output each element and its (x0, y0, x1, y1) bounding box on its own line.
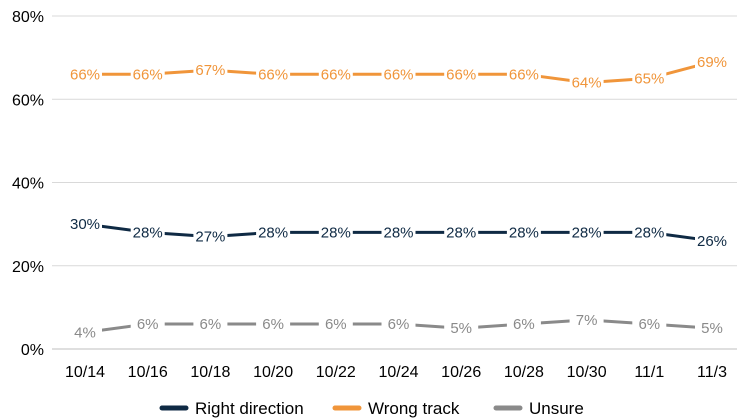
data-label: 65% (634, 70, 664, 87)
data-label-bg (506, 64, 541, 84)
x-tick-label: 10/28 (504, 364, 544, 381)
data-label: 28% (634, 224, 664, 241)
x-tick-label: 10/20 (253, 364, 293, 381)
data-label: 26% (697, 233, 727, 250)
data-label: 28% (258, 224, 288, 241)
data-label: 28% (383, 224, 413, 241)
legend-label-unsure: Unsure (529, 399, 584, 418)
data-label-bg (130, 222, 165, 242)
data-label-bg (256, 222, 291, 242)
legend: Right direction Wrong track Unsure (159, 399, 584, 418)
data-label: 7% (576, 312, 598, 329)
data-label-bg (569, 222, 604, 242)
data-label: 64% (572, 75, 602, 92)
data-label: 66% (446, 66, 476, 83)
data-label-bg (632, 314, 667, 334)
data-label: 6% (200, 316, 222, 333)
x-tick-label: 11/1 (634, 364, 664, 381)
data-label: 6% (325, 316, 347, 333)
data-label: 5% (450, 320, 472, 337)
data-label-bg (318, 222, 353, 242)
data-label-bg (381, 222, 416, 242)
data-label-bg (695, 318, 729, 338)
data-label: 69% (697, 54, 727, 71)
x-tick-label: 10/22 (316, 364, 356, 381)
legend-label-wrong-track: Wrong track (368, 399, 460, 418)
x-tick-label: 10/16 (128, 364, 168, 381)
data-label-bg (506, 222, 541, 242)
data-label-bg (444, 318, 479, 338)
data-label: 6% (137, 316, 159, 333)
data-label-bg (318, 314, 353, 334)
data-label-bg (695, 51, 729, 71)
data-label: 66% (509, 66, 539, 83)
data-label-bg (193, 226, 228, 246)
series-lines (83, 60, 714, 334)
data-label-bg (318, 64, 353, 84)
data-label-bg (130, 314, 165, 334)
data-label-bg (381, 64, 416, 84)
y-tick-label: 40% (12, 176, 44, 193)
data-label: 28% (509, 224, 539, 241)
data-label-bg (130, 64, 165, 84)
data-label: 66% (383, 66, 413, 83)
data-label-bg (256, 64, 291, 84)
data-label: 30% (70, 216, 100, 233)
data-label: 67% (195, 62, 225, 79)
x-axis-ticks: 10/14 10/16 10/18 10/20 10/22 10/24 10/26 10/28… (65, 364, 727, 381)
data-label: 66% (321, 66, 351, 83)
data-label-bg (695, 230, 729, 250)
y-tick-label: 0% (21, 342, 44, 359)
grid-lines (52, 15, 737, 350)
data-label-bg (68, 322, 102, 342)
data-label-bg (193, 60, 228, 80)
data-label-bg (193, 314, 228, 334)
data-label-bg (68, 214, 102, 234)
data-label-bg (569, 309, 604, 329)
data-label: 6% (388, 316, 410, 333)
data-label-bg (444, 222, 479, 242)
data-label: 66% (70, 66, 100, 83)
data-label: 28% (572, 224, 602, 241)
y-tick-label: 60% (12, 92, 44, 109)
data-label: 6% (262, 316, 284, 333)
data-label-bg (444, 64, 479, 84)
y-tick-label: 20% (12, 259, 44, 276)
data-label-bg (381, 314, 416, 334)
x-tick-label: 10/26 (441, 364, 481, 381)
data-label: 66% (133, 66, 163, 83)
data-label: 28% (446, 224, 476, 241)
data-label: 6% (513, 316, 535, 333)
data-label-bg (68, 64, 102, 84)
data-label-bg (632, 222, 667, 242)
data-label-bg (256, 314, 291, 334)
data-label: 66% (258, 66, 288, 83)
y-tick-label: 80% (12, 9, 44, 26)
data-label: 6% (638, 316, 660, 333)
y-axis-ticks: 0% 20% 40% 60% 80% (12, 9, 44, 359)
x-tick-label: 10/18 (190, 364, 230, 381)
data-label: 4% (74, 324, 96, 341)
legend-label-right-direction: Right direction (195, 399, 304, 418)
x-tick-label: 10/30 (567, 364, 607, 381)
data-label: 28% (133, 224, 163, 241)
data-label-bg (632, 68, 667, 88)
x-tick-label: 10/14 (65, 364, 105, 381)
x-tick-label: 11/3 (697, 364, 727, 381)
data-label: 28% (321, 224, 351, 241)
data-label: 27% (195, 229, 225, 246)
data-label-bg (506, 314, 541, 334)
data-labels: 30% 28% 27% 28% 28% 28% 28% 28% 28% 28% 26% 66% 66% 6… (68, 51, 729, 342)
data-label: 5% (701, 320, 723, 337)
data-label-bg (569, 72, 604, 92)
x-tick-label: 10/24 (378, 364, 418, 381)
